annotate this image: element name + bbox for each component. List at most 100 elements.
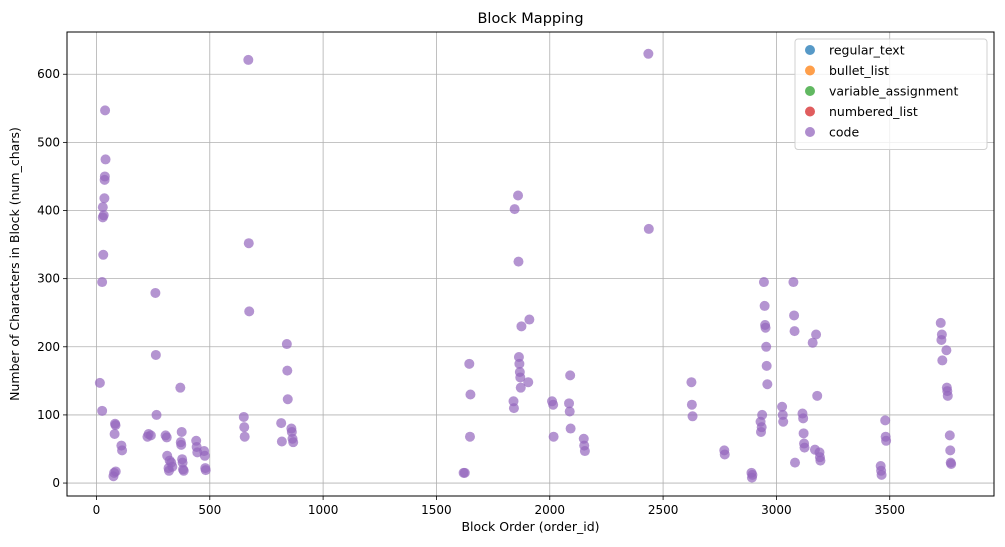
data-point-code [238,411,249,422]
data-point-code [523,377,534,388]
data-point-code [110,466,121,477]
legend-label: variable_assignment [829,84,958,99]
data-point-code [687,411,698,422]
data-point-code [243,238,254,249]
data-point-code [100,154,111,165]
data-point-code [946,458,957,469]
data-point-code [686,377,697,388]
data-point-code [110,420,121,431]
data-point-code [643,223,654,234]
data-point-code [790,457,801,468]
points-layer [94,48,957,483]
data-point-code [936,329,947,340]
legend-marker [805,106,815,117]
data-point-code [509,204,520,215]
x-tick-label: 500 [198,503,221,517]
legend-marker [805,86,815,96]
x-tick-label: 3500 [874,503,905,517]
data-point-code [282,365,293,376]
data-point-code [761,360,772,371]
data-point-code [117,445,128,456]
x-tick-label: 2000 [534,503,565,517]
data-point-code [758,277,769,288]
data-point-code [747,469,758,480]
data-point-code [788,277,799,288]
data-point-code [100,105,111,116]
data-point-code [99,171,110,182]
y-tick-label: 0 [52,476,60,490]
y-tick-label: 500 [37,135,60,149]
data-point-code [109,428,120,439]
x-tick-label: 3000 [761,503,792,517]
data-point-code [760,322,771,333]
data-point-code [200,465,211,476]
data-point-code [464,358,475,369]
data-point-code [244,306,255,317]
data-point-code [465,389,476,400]
data-point-code [150,287,161,298]
data-point-code [167,461,178,472]
data-point-code [881,435,892,446]
legend-label: regular_text [829,43,905,58]
data-point-code [276,418,287,429]
data-point-code [945,445,956,456]
data-point-code [807,337,818,348]
data-point-code [876,469,887,480]
data-point-code [464,431,475,442]
data-point-code [719,449,730,460]
data-point-code [564,398,575,409]
legend-marker [805,45,815,55]
plot-frame [66,31,995,497]
data-point-code [281,339,292,350]
data-point-code [239,431,250,442]
x-tick-label: 1500 [421,503,452,517]
data-point-code [548,399,559,410]
data-point-code [513,256,524,267]
legend-box [794,38,988,150]
y-tick-label: 100 [37,408,60,422]
data-point-code [759,300,770,311]
data-point-code [579,446,590,457]
legend-label: bullet_list [829,63,889,78]
data-point-code [799,442,810,453]
legend-label: code [829,125,859,140]
data-point-code [459,467,470,478]
data-point-code [761,341,772,352]
y-axis-label: Number of Characters in Block (num_chars… [7,127,22,401]
y-tick-label: 600 [37,67,60,81]
legend-label: numbered_list [829,104,918,119]
data-point-code [239,422,250,433]
data-point-code [686,399,697,410]
legend-marker [805,65,815,76]
data-point-code [513,190,524,201]
data-point-code [288,437,299,448]
x-axis-label: Block Order (order_id) [461,519,599,534]
data-point-code [175,382,186,393]
data-point-code [815,455,826,466]
data-point-code [777,401,788,412]
data-point-code [178,465,189,476]
data-point-code [942,390,953,401]
data-point-code [515,382,526,393]
data-point-code [524,314,535,325]
data-point-code [282,394,293,405]
data-point-code [176,426,187,437]
data-point-code [98,210,109,221]
data-point-code [880,415,891,426]
data-point-code [811,329,822,340]
data-point-code [565,423,576,434]
data-point-code [176,439,187,450]
legend: regular_text bullet_list variable_assignme… [794,38,988,150]
data-point-code [161,432,172,443]
data-point-code [643,48,654,59]
data-point-code [812,390,823,401]
data-point-code [937,355,948,366]
chart-title: Block Mapping [477,11,583,27]
data-point-code [757,409,768,420]
data-point-code [516,321,527,332]
x-tick-label: 0 [93,503,101,517]
data-point-code [935,317,946,328]
data-point-code [508,403,519,414]
y-tick-label: 200 [37,340,60,354]
